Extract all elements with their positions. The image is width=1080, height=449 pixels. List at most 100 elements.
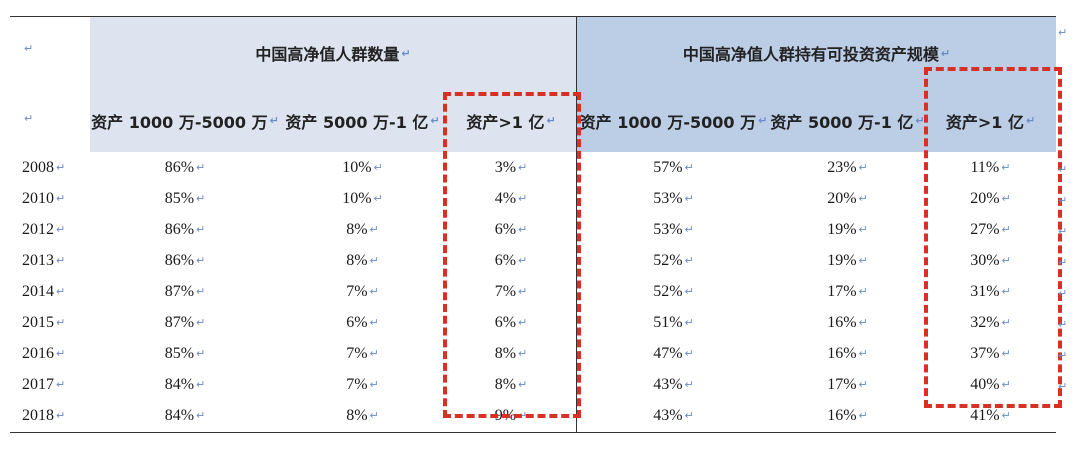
paragraph-mark-icon: ↵ bbox=[1001, 347, 1011, 360]
paragraph-mark-icon: ↵ bbox=[684, 347, 694, 360]
table-cell: 52% ↵ bbox=[653, 282, 694, 300]
column-header: 资产 5000 万-1 亿 ↵ bbox=[285, 112, 440, 132]
paragraph-mark-icon: ↵ bbox=[858, 347, 868, 360]
table-cell: 20% ↵ bbox=[970, 189, 1011, 207]
table-cell: 86% ↵ bbox=[164, 251, 206, 269]
paragraph-mark-icon: ↵ bbox=[56, 254, 66, 267]
highlight-box-count bbox=[443, 92, 581, 418]
paragraph-mark-icon: ↵ bbox=[56, 347, 66, 360]
paragraph-mark-icon: ↵ bbox=[1058, 26, 1068, 39]
table-cell: 53% ↵ bbox=[653, 220, 694, 238]
paragraph-mark-icon: ↵ bbox=[858, 161, 868, 174]
table-cell: 40% ↵ bbox=[970, 375, 1011, 393]
paragraph-mark-icon: ↵ bbox=[518, 254, 528, 267]
table-cell: 6% ↵ bbox=[494, 220, 528, 238]
column-header: 资产>1 亿 ↵ bbox=[945, 112, 1036, 132]
header-bg-count bbox=[90, 17, 576, 152]
paragraph-mark-icon: ↵ bbox=[518, 192, 528, 205]
table-top-rule bbox=[10, 16, 1056, 17]
table-cell: 7% ↵ bbox=[346, 344, 379, 362]
paragraph-mark-icon: ↵ bbox=[1001, 378, 1011, 391]
table-cell: 57% ↵ bbox=[653, 158, 694, 176]
paragraph-mark-icon: ↵ bbox=[56, 316, 66, 329]
paragraph-mark-icon: ↵ bbox=[1001, 223, 1011, 236]
paragraph-mark-icon: ↵ bbox=[546, 114, 556, 127]
paragraph-mark-icon: ↵ bbox=[518, 378, 528, 391]
group-header-assets: 中国高净值人群持有可投资资产规模 ↵ bbox=[682, 45, 951, 64]
paragraph-mark-icon: ↵ bbox=[196, 254, 206, 267]
paragraph-mark-icon: ↵ bbox=[858, 409, 868, 422]
paragraph-mark-icon: ↵ bbox=[369, 223, 379, 236]
paragraph-mark-icon: ↵ bbox=[430, 114, 440, 127]
column-header: 资产 1000 万-5000 万 ↵ bbox=[91, 112, 279, 132]
paragraph-mark-icon: ↵ bbox=[196, 378, 206, 391]
table-cell: 17% ↵ bbox=[827, 282, 868, 300]
year-cell: 2016 ↵ bbox=[22, 344, 66, 362]
paragraph-mark-icon: ↵ bbox=[196, 347, 206, 360]
table-cell: 8% ↵ bbox=[346, 220, 379, 238]
paragraph-mark-icon: ↵ bbox=[373, 192, 383, 205]
table-cell: 3% ↵ bbox=[494, 158, 528, 176]
table-cell: 37% ↵ bbox=[970, 344, 1011, 362]
paragraph-mark-icon: ↵ bbox=[56, 161, 66, 174]
table-cell: 86% ↵ bbox=[164, 158, 206, 176]
paragraph-mark-icon: ↵ bbox=[518, 347, 528, 360]
paragraph-mark-icon: ↵ bbox=[24, 42, 34, 55]
table-cell: 16% ↵ bbox=[827, 406, 868, 424]
paragraph-mark-icon: ↵ bbox=[684, 192, 694, 205]
paragraph-mark-icon: ↵ bbox=[940, 46, 951, 60]
paragraph-mark-icon: ↵ bbox=[1058, 318, 1068, 331]
table-cell: 10% ↵ bbox=[342, 158, 383, 176]
paragraph-mark-icon: ↵ bbox=[858, 316, 868, 329]
year-cell: 2012 ↵ bbox=[22, 220, 66, 238]
paragraph-mark-icon: ↵ bbox=[858, 254, 868, 267]
paragraph-mark-icon: ↵ bbox=[373, 161, 383, 174]
paragraph-mark-icon: ↵ bbox=[518, 223, 528, 236]
paragraph-mark-icon: ↵ bbox=[56, 285, 66, 298]
paragraph-mark-icon: ↵ bbox=[1001, 161, 1011, 174]
group-header-count: 中国高净值人群数量 ↵ bbox=[255, 45, 411, 64]
table-cell: 85% ↵ bbox=[164, 344, 206, 362]
column-header: 资产 5000 万-1 亿 ↵ bbox=[770, 112, 925, 132]
table-cell: 47% ↵ bbox=[653, 344, 694, 362]
paragraph-mark-icon: ↵ bbox=[684, 285, 694, 298]
table-cell: 30% ↵ bbox=[970, 251, 1011, 269]
table-cell: 8% ↵ bbox=[494, 375, 528, 393]
table-bottom-rule bbox=[10, 432, 1056, 433]
paragraph-mark-icon: ↵ bbox=[369, 254, 379, 267]
table-cell: 8% ↵ bbox=[346, 251, 379, 269]
table-cell: 7% ↵ bbox=[494, 282, 528, 300]
table-cell: 23% ↵ bbox=[827, 158, 868, 176]
table-cell: 86% ↵ bbox=[164, 220, 206, 238]
paragraph-mark-icon: ↵ bbox=[196, 161, 206, 174]
table-cell: 6% ↵ bbox=[494, 251, 528, 269]
year-cell: 2013 ↵ bbox=[22, 251, 66, 269]
paragraph-mark-icon: ↵ bbox=[858, 378, 868, 391]
table-cell: 19% ↵ bbox=[827, 251, 868, 269]
table-cell: 10% ↵ bbox=[342, 189, 383, 207]
paragraph-mark-icon: ↵ bbox=[369, 347, 379, 360]
table-cell: 87% ↵ bbox=[164, 282, 206, 300]
table-divider bbox=[576, 16, 577, 433]
paragraph-mark-icon: ↵ bbox=[196, 409, 206, 422]
table-cell: 31% ↵ bbox=[970, 282, 1011, 300]
paragraph-mark-icon: ↵ bbox=[1058, 256, 1068, 269]
table-cell: 4% ↵ bbox=[494, 189, 528, 207]
table-cell: 16% ↵ bbox=[827, 344, 868, 362]
table-cell: 85% ↵ bbox=[164, 189, 206, 207]
paragraph-mark-icon: ↵ bbox=[1058, 380, 1068, 393]
table-cell: 17% ↵ bbox=[827, 375, 868, 393]
paragraph-mark-icon: ↵ bbox=[1001, 316, 1011, 329]
table-cell: 43% ↵ bbox=[653, 375, 694, 393]
year-cell: 2015 ↵ bbox=[22, 313, 66, 331]
paragraph-mark-icon: ↵ bbox=[518, 316, 528, 329]
table-cell: 27% ↵ bbox=[970, 220, 1011, 238]
column-header: 资产 1000 万-5000 万 ↵ bbox=[579, 112, 768, 132]
year-cell: 2017 ↵ bbox=[22, 375, 66, 393]
year-cell: 2018 ↵ bbox=[22, 406, 66, 424]
paragraph-mark-icon: ↵ bbox=[196, 223, 206, 236]
table-cell: 20% ↵ bbox=[827, 189, 868, 207]
paragraph-mark-icon: ↵ bbox=[369, 285, 379, 298]
paragraph-mark-icon: ↵ bbox=[758, 114, 768, 127]
table-cell: 11% ↵ bbox=[970, 158, 1011, 176]
